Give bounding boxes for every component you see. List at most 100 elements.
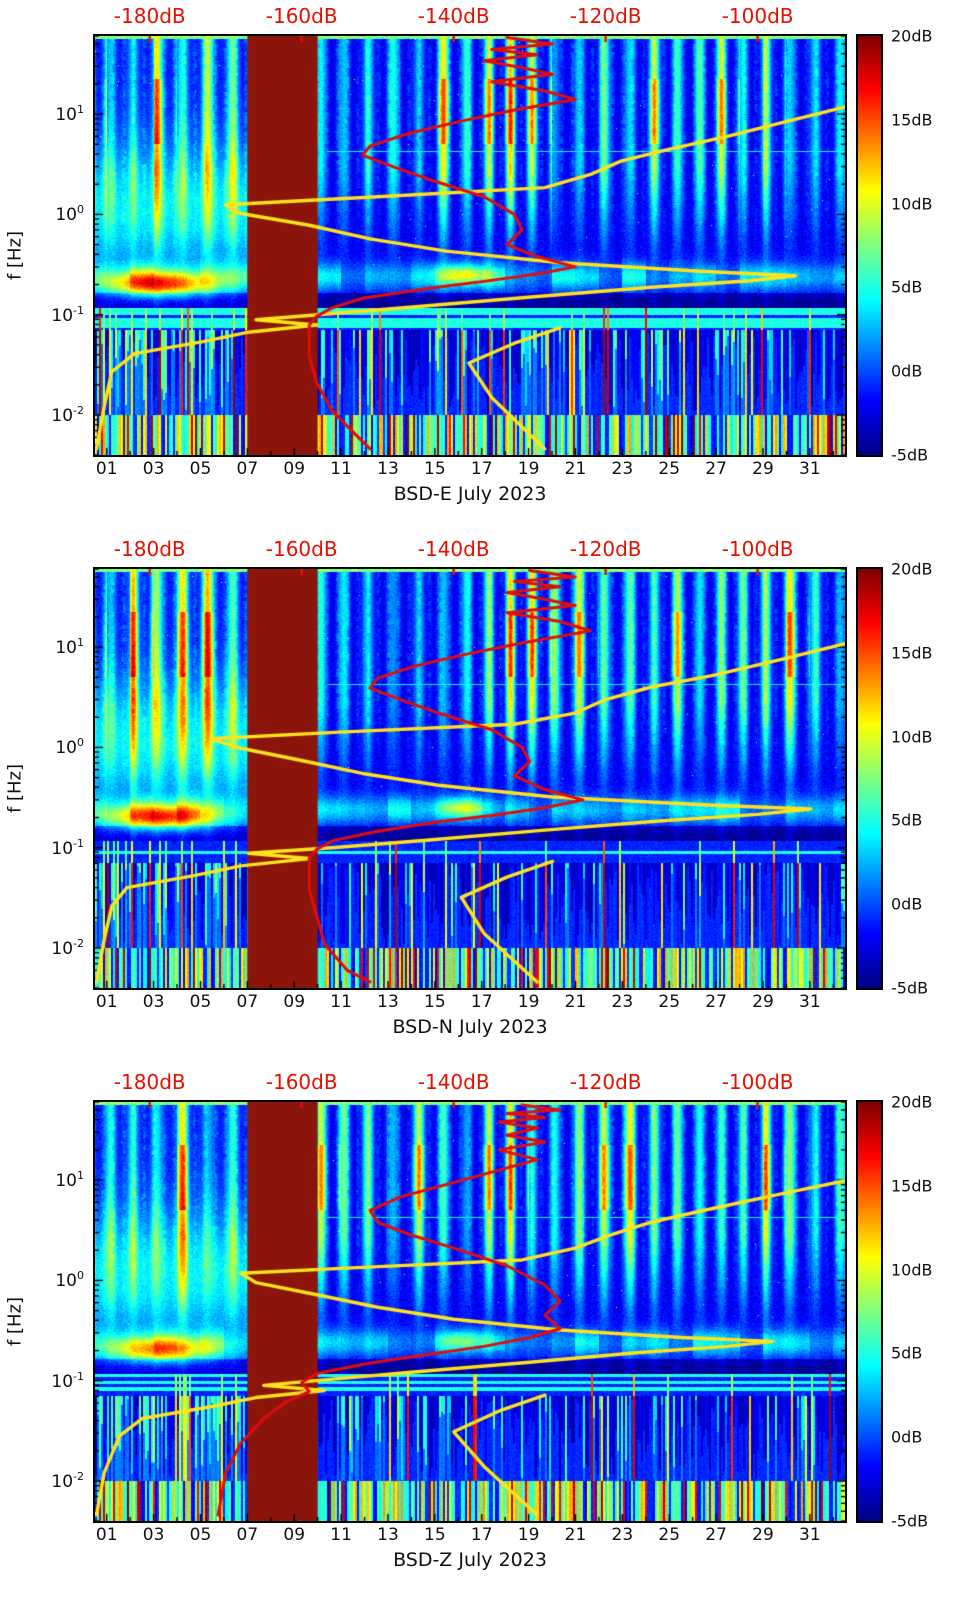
- y-axis-label: f [Hz]: [4, 1296, 26, 1347]
- x-tick-label: 21: [564, 1525, 587, 1545]
- spectrogram-panel: -180dB -160dB -140dB -120dB -100dB f [Hz] 10…: [0, 533, 962, 1066]
- y-tick-mantissa: 10: [51, 1471, 74, 1492]
- colorbar-tick-label: 5dB: [891, 810, 923, 830]
- y-tick-label: 10-2: [28, 404, 84, 426]
- colorbar-tick-label: -5dB: [891, 1511, 929, 1531]
- x-tick-label: 29: [752, 992, 774, 1012]
- y-tick-exponent: 0: [77, 1269, 84, 1283]
- x-tick-label: 07: [236, 1525, 259, 1545]
- x-tick-label: 15: [424, 459, 446, 479]
- colorbar: [856, 1100, 883, 1523]
- spectrogram-canvas: [95, 1102, 845, 1521]
- top-axis-db-label: -120dB: [569, 537, 642, 561]
- x-tick-label: 11: [330, 992, 352, 1012]
- x-tick-label: 07: [236, 992, 259, 1012]
- colorbar: [856, 34, 883, 457]
- x-tick-label: 25: [658, 992, 681, 1012]
- y-tick-mantissa: 10: [55, 104, 77, 125]
- x-tick-label: 01: [95, 992, 118, 1012]
- x-tick-label: 21: [564, 992, 587, 1012]
- y-tick-mantissa: 10: [55, 1271, 77, 1292]
- y-axis-label: f [Hz]: [4, 763, 26, 814]
- y-axis-label: f [Hz]: [4, 230, 26, 281]
- panel-title: BSD-N July 2023: [392, 1016, 548, 1038]
- x-tick-label: 01: [95, 459, 118, 479]
- colorbar-tick-label: 0dB: [891, 1427, 923, 1447]
- top-axis-db-label: -180dB: [113, 537, 186, 561]
- x-tick-label: 09: [283, 459, 306, 479]
- y-tick-mantissa: 10: [55, 637, 77, 658]
- spectrogram-canvas: [95, 569, 845, 988]
- x-tick-label: 29: [752, 459, 774, 479]
- panel-title: BSD-Z July 2023: [393, 1549, 547, 1571]
- x-tick-label: 27: [705, 1525, 727, 1545]
- colorbar-tick-label: 0dB: [891, 894, 923, 914]
- top-axis-db-label: -100dB: [721, 4, 794, 28]
- y-tick-mantissa: 10: [55, 205, 77, 226]
- y-tick-exponent: -1: [73, 1369, 84, 1383]
- top-axis-db-label: -140dB: [417, 1070, 490, 1094]
- plot-area: [93, 567, 847, 990]
- x-tick-label: 03: [142, 1525, 165, 1545]
- x-tick-label: 31: [799, 1525, 821, 1545]
- colorbar-tick-label: 20dB: [891, 26, 933, 46]
- spectrogram-panel: -180dB -160dB -140dB -120dB -100dB f [Hz] 10…: [0, 0, 962, 533]
- x-tick-label: 31: [799, 992, 821, 1012]
- x-tick-label: 03: [142, 459, 165, 479]
- spectrogram-canvas: [95, 36, 845, 455]
- top-axis-db-label: -180dB: [113, 4, 186, 28]
- y-tick-exponent: -1: [73, 836, 84, 850]
- y-tick-exponent: 1: [77, 1169, 84, 1183]
- top-axis-db-label: -160dB: [265, 537, 338, 561]
- x-tick-label: 07: [236, 459, 259, 479]
- x-tick-label: 23: [611, 992, 634, 1012]
- plot-area: [93, 34, 847, 457]
- colorbar-tick-label: -5dB: [891, 978, 929, 998]
- x-tick-label: 17: [470, 992, 493, 1012]
- y-tick-mantissa: 10: [51, 305, 74, 326]
- top-axis-db-label: -100dB: [721, 537, 794, 561]
- x-tick-label: 17: [470, 1525, 493, 1545]
- x-tick-label: 27: [705, 459, 727, 479]
- y-tick-exponent: -2: [73, 404, 84, 418]
- top-axis-db-label: -140dB: [417, 4, 490, 28]
- top-axis-db-label: -160dB: [265, 4, 338, 28]
- x-tick-label: 25: [658, 459, 681, 479]
- colorbar-tick-label: 10dB: [891, 727, 933, 747]
- x-tick-label: 25: [658, 1525, 681, 1545]
- y-tick-label: 100: [28, 1270, 84, 1292]
- x-tick-label: 27: [705, 992, 727, 1012]
- panel-title: BSD-E July 2023: [393, 483, 547, 505]
- top-axis-db-label: -120dB: [569, 1070, 642, 1094]
- y-tick-mantissa: 10: [51, 405, 74, 426]
- x-tick-label: 01: [95, 1525, 118, 1545]
- y-tick-exponent: 0: [77, 736, 84, 750]
- top-axis-db-label: -120dB: [569, 4, 642, 28]
- x-tick-label: 11: [330, 1525, 352, 1545]
- colorbar-tick-label: 15dB: [891, 1176, 933, 1196]
- y-tick-label: 10-2: [28, 1470, 84, 1492]
- colorbar-tick-label: 10dB: [891, 194, 933, 214]
- top-axis-db-label: -180dB: [113, 1070, 186, 1094]
- top-axis-db-label: -100dB: [721, 1070, 794, 1094]
- colorbar: [856, 567, 883, 990]
- y-tick-mantissa: 10: [51, 838, 74, 859]
- x-tick-label: 15: [424, 1525, 446, 1545]
- y-tick-mantissa: 10: [51, 1371, 74, 1392]
- x-tick-label: 13: [377, 459, 399, 479]
- y-tick-label: 10-1: [28, 304, 84, 326]
- x-tick-label: 29: [752, 1525, 774, 1545]
- x-tick-label: 09: [283, 992, 306, 1012]
- x-tick-label: 17: [470, 459, 493, 479]
- x-tick-label: 05: [189, 459, 212, 479]
- x-tick-label: 19: [517, 1525, 540, 1545]
- colorbar-tick-label: 0dB: [891, 361, 923, 381]
- x-tick-label: 05: [189, 992, 212, 1012]
- y-tick-label: 101: [28, 636, 84, 658]
- colorbar-tick-label: 20dB: [891, 559, 933, 579]
- y-tick-exponent: -2: [73, 1470, 84, 1484]
- y-tick-label: 10-1: [28, 837, 84, 859]
- y-tick-label: 101: [28, 103, 84, 125]
- colorbar-tick-label: 5dB: [891, 277, 923, 297]
- colorbar-tick-label: 15dB: [891, 110, 933, 130]
